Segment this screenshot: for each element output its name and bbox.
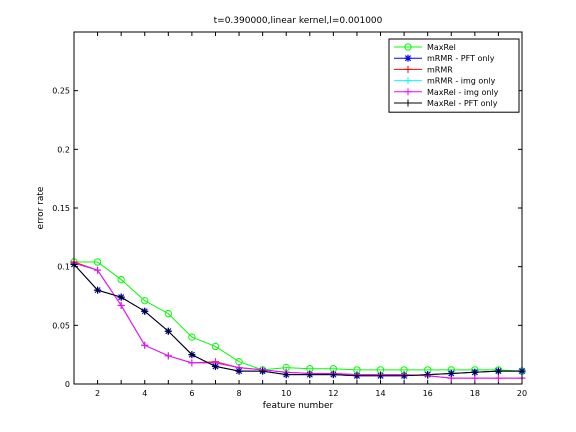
data-point: [211, 342, 220, 351]
x-tick-label: 16: [423, 389, 433, 398]
x-tick-label: 6: [189, 389, 194, 398]
legend-label: mRMR - PFT only: [427, 54, 495, 63]
x-axis-label: feature number: [263, 401, 334, 411]
data-point: [377, 372, 385, 380]
x-tick-label: 10: [281, 389, 291, 398]
data-point: [329, 371, 337, 379]
data-point: [141, 307, 149, 315]
x-tick-label: 8: [237, 389, 242, 398]
legend-label: mRMR: [427, 65, 453, 74]
tick-labels: 2 4 6 8 10 12 14 16 18 20 0 0.05 0.1 0.15 0.2 0.25: [52, 87, 527, 398]
y-tick-label: 0.25: [52, 87, 70, 96]
chart-title: t=0.390000,linear kernel,l=0.001000: [214, 16, 383, 26]
legend-entry: MaxRel - img only: [394, 88, 499, 97]
data-point: [94, 266, 102, 274]
data-point: [188, 333, 196, 341]
data-point: [94, 286, 102, 294]
legend-entry: MaxRel: [394, 43, 456, 52]
data-point: [282, 371, 290, 379]
x-tick-label: 12: [328, 389, 338, 398]
y-tick-label: 0.05: [52, 321, 70, 330]
legend-marker: [404, 88, 412, 96]
y-tick-label: 0.2: [57, 145, 70, 154]
data-point: [494, 367, 502, 375]
data-point: [447, 369, 455, 377]
series-5: [70, 260, 526, 380]
legend-entry: mRMR: [394, 65, 453, 74]
data-point: [471, 368, 479, 376]
data-point: [494, 374, 502, 382]
data-point: [471, 374, 479, 382]
legend: MaxRel mRMR - PFT only mRMR mRMR - img only…: [388, 38, 520, 113]
x-tick-label: 14: [375, 389, 385, 398]
data-point: [164, 309, 173, 318]
legend-label: MaxRel - img only: [427, 88, 499, 97]
data-point: [306, 371, 314, 379]
series-line: [73, 263, 522, 377]
legend-entry: mRMR - img only: [394, 77, 496, 86]
data-point: [117, 293, 125, 301]
data-point: [188, 351, 196, 359]
legend-marker: [404, 77, 412, 85]
legend-box: [388, 38, 520, 113]
data-point: [93, 258, 102, 266]
legend-marker: [404, 54, 412, 62]
x-tick-label: 18: [470, 389, 480, 398]
series-layer: [70, 258, 526, 382]
x-tick-label: 4: [142, 389, 147, 398]
y-axis-label: error rate: [36, 186, 46, 229]
data-point: [353, 372, 361, 380]
data-point: [259, 367, 267, 375]
legend-label: MaxRel - PFT only: [427, 99, 498, 108]
data-point: [211, 362, 219, 370]
legend-entry: MaxRel - PFT only: [394, 99, 498, 108]
legend-label: MaxRel: [427, 43, 456, 52]
legend-entry: mRMR - PFT only: [394, 54, 495, 63]
data-point: [117, 275, 125, 284]
data-point: [424, 371, 432, 379]
data-point: [235, 367, 243, 375]
legend-marker: [404, 43, 412, 51]
axes-frame: [73, 31, 523, 385]
legend-marker: [404, 65, 412, 73]
data-point: [141, 341, 149, 349]
legend-label: mRMR - img only: [427, 77, 496, 86]
data-point: [164, 327, 172, 335]
x-tick-label: 20: [517, 389, 527, 398]
series-line: [73, 262, 522, 379]
data-point: [400, 372, 408, 380]
y-tick-label: 0: [65, 380, 70, 389]
series-line: [74, 261, 523, 372]
y-tick-label: 0.15: [52, 204, 70, 213]
data-point: [141, 296, 149, 305]
y-tick-label: 0.1: [57, 263, 70, 272]
legend-marker: [404, 99, 412, 107]
data-point: [117, 301, 125, 309]
data-point: [164, 352, 172, 360]
x-tick-label: 2: [95, 389, 100, 398]
data-point: [188, 359, 196, 367]
